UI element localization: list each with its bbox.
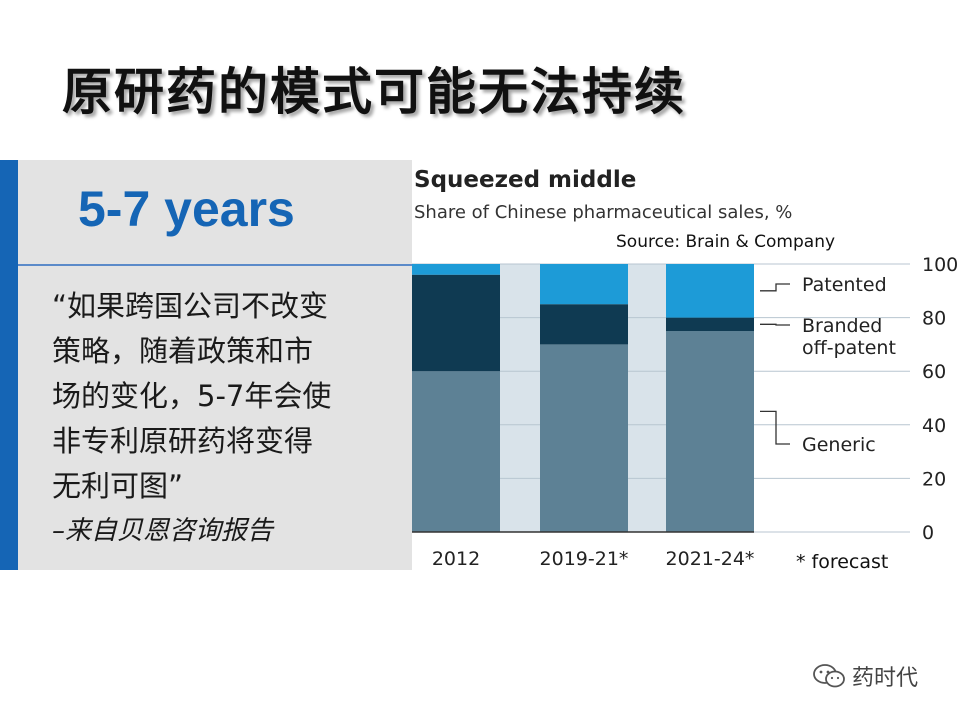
chart-footnote: * forecast (796, 551, 888, 570)
quote-line: 策略，随着政策和市 (52, 334, 314, 368)
panel-divider (18, 264, 412, 266)
x-tick-label: 2012 (432, 548, 480, 570)
y-tick-label: 40 (922, 415, 946, 437)
quote-line: 场的变化，5-7年会使 (52, 379, 332, 413)
bar-segment-patented (666, 264, 754, 318)
watermark-text: 药时代 (852, 666, 919, 691)
watermark: 药时代 (812, 660, 918, 692)
legend-connector (760, 283, 790, 292)
bar-segment-branded-off-patent (666, 317, 754, 331)
legend-connector (760, 323, 790, 326)
bar-segment-generic (412, 371, 500, 532)
x-tick-label: 2021-24* (666, 548, 755, 570)
y-tick-label: 80 (922, 308, 946, 330)
chart-subtitle: Share of Chinese pharmaceutical sales, % (414, 202, 792, 223)
years-heading: 5-7 years (78, 181, 295, 237)
chart-source: Source: Brain & Company (616, 232, 835, 252)
bar-segment-generic (540, 344, 628, 532)
accent-bar (0, 160, 18, 570)
legend-label: off-patent (802, 337, 896, 359)
chart-title: Squeezed middle (414, 167, 636, 193)
y-tick-label: 100 (922, 254, 958, 276)
bar-segment-branded-off-patent (540, 304, 628, 345)
y-tick-label: 0 (922, 522, 934, 544)
bar-segment-generic (666, 331, 754, 532)
quote-line: 非专利原研药将变得 (52, 424, 314, 458)
legend-label: Branded (802, 315, 882, 337)
legend-label: Patented (802, 274, 887, 296)
quote-line: “如果跨国公司不改变 (52, 289, 329, 323)
quote-line: 无利可图” (52, 469, 184, 503)
bar-segment-patented (412, 264, 500, 275)
quote-text: “如果跨国公司不改变 策略，随着政策和市 场的变化，5-7年会使 非专利原研药将… (52, 284, 402, 509)
x-tick-label: 2019-21* (540, 548, 629, 570)
bar-segment-branded-off-patent (412, 274, 500, 372)
y-tick-label: 60 (922, 361, 946, 383)
wechat-icon (813, 664, 845, 688)
legend-label: Generic (802, 434, 876, 456)
legend-connector (760, 410, 790, 445)
bar-segment-patented (540, 264, 628, 305)
quote-attribution: –来自贝恩咨询报告 (52, 516, 274, 546)
chart-container: 2012 2019-21* 2021-24* 0 20 40 60 80 100 Patented… (412, 160, 960, 570)
slide-title: 原研药的模式可能无法持续 (62, 62, 686, 121)
quote-panel: 5-7 years “如果跨国公司不改变 策略，随着政策和市 场的变化，5-7年… (18, 160, 412, 570)
stacked-bar-chart: 2012 2019-21* 2021-24* 0 20 40 60 80 100 Patented… (412, 167, 958, 570)
y-tick-label: 20 (922, 468, 946, 490)
